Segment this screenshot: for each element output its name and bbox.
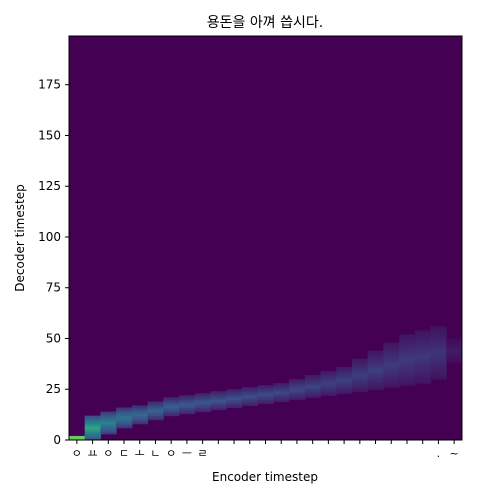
x-tick-label: ㅇ <box>72 447 82 460</box>
x-tick-label: . <box>437 447 441 460</box>
y-tick-label: 75 <box>46 281 61 295</box>
heatmap-cell <box>100 412 116 415</box>
heatmap-cell <box>431 326 447 329</box>
heatmap-cell <box>179 395 195 398</box>
heatmap-cell <box>148 401 164 404</box>
heatmap-cell <box>336 367 352 370</box>
heatmap-cells <box>69 36 463 441</box>
y-tick-label: 150 <box>38 128 61 142</box>
heatmap-cell <box>289 379 305 382</box>
heatmap-cell <box>195 393 211 396</box>
heatmap-cell <box>69 436 85 439</box>
y-tick-label: 125 <box>38 179 61 193</box>
x-axis-label: Encoder timestep <box>212 470 318 484</box>
heatmap-cell <box>85 416 101 419</box>
x-tick-label: ㅛ <box>88 447 98 460</box>
heatmap-cell <box>415 330 431 333</box>
heatmap-cell <box>210 391 226 394</box>
y-tick-label: 0 <box>53 433 61 447</box>
heatmap-cell <box>273 383 289 386</box>
x-tick-label: ㅇ <box>103 447 113 460</box>
heatmap-cell <box>305 375 321 378</box>
heatmap-cell <box>352 359 368 362</box>
heatmap-cell <box>368 351 384 354</box>
heatmap-cell <box>163 397 179 400</box>
x-tick-label: ㅇ <box>166 447 176 460</box>
heatmap-cell <box>132 405 148 408</box>
heatmap-cell <box>383 343 399 346</box>
heatmap-cell <box>242 387 258 390</box>
x-tick-label: ㄴ <box>150 447 160 460</box>
heatmap-cell <box>399 334 415 337</box>
y-tick-label: 25 <box>46 382 61 396</box>
y-tick-label: 175 <box>38 78 61 92</box>
x-tick-label: ~ <box>450 447 459 460</box>
y-axis: 0 25 50 75 100 125 150 175 <box>38 78 69 447</box>
heatmap-cell <box>226 389 242 392</box>
heatmap-cell <box>116 408 132 411</box>
x-axis: ㅇㅛㅇㄷㅗㄴㅇㅡㄹ. ~ <box>72 440 459 460</box>
y-axis-label: Decoder timestep <box>13 184 27 291</box>
x-tick-label: ㄷ <box>119 447 129 460</box>
y-tick-label: 100 <box>38 230 61 244</box>
chart-title: 용돈을 아껴 씁시다. <box>207 15 323 31</box>
x-tick-label: ㅡ <box>182 447 192 460</box>
x-tick-label: ㅗ <box>135 447 145 460</box>
heatmap-cell <box>321 371 337 374</box>
y-tick-label: 50 <box>46 331 61 345</box>
heatmap-cell <box>446 338 462 341</box>
heatmap-cell <box>258 385 274 388</box>
x-tick-label: ㄹ <box>198 447 208 460</box>
